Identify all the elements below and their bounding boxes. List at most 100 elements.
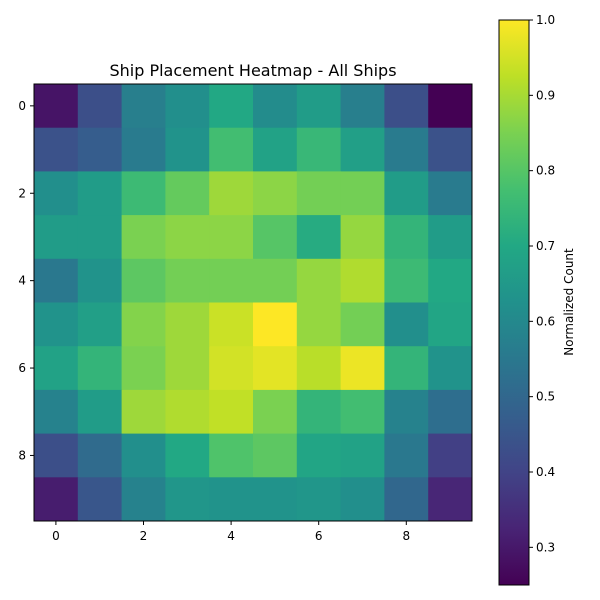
heatmap-cell <box>384 433 429 478</box>
heatmap-cell <box>253 171 298 216</box>
heatmap-cell <box>77 302 123 347</box>
heatmap-cells <box>34 84 473 522</box>
heatmap-cell <box>165 258 210 303</box>
heatmap-cell <box>77 84 123 129</box>
heatmap-cell <box>77 127 123 172</box>
heatmap-cell <box>428 433 473 478</box>
heatmap-cell <box>296 127 342 172</box>
heatmap-cell <box>77 346 123 391</box>
heatmap-cell <box>77 389 123 435</box>
heatmap-cell <box>340 84 385 129</box>
heatmap-cell <box>209 171 254 216</box>
heatmap-cell <box>165 389 210 435</box>
heatmap-cell <box>34 215 79 260</box>
heatmap-cell <box>209 302 254 347</box>
heatmap-cell <box>296 389 342 435</box>
heatmap-cell <box>209 215 254 260</box>
colorbar-tick-label: 0.4 <box>536 465 555 479</box>
y-axis: 0 2 4 6 8 <box>18 99 34 462</box>
x-axis: 0 2 4 6 8 <box>52 521 410 543</box>
heatmap-cell <box>340 302 385 347</box>
x-tick-label: 2 <box>140 529 148 543</box>
heatmap-cell <box>165 302 210 347</box>
heatmap-cell <box>77 171 123 216</box>
x-tick-label: 6 <box>315 529 323 543</box>
y-tick-label: 2 <box>18 186 26 200</box>
heatmap-cell <box>121 127 166 172</box>
heatmap-cell <box>121 84 166 129</box>
heatmap-cell <box>121 389 166 435</box>
heatmap-cell <box>209 258 254 303</box>
heatmap-cell <box>165 433 210 478</box>
heatmap-cell <box>428 127 473 172</box>
heatmap-cell <box>428 84 473 129</box>
heatmap-cell <box>384 346 429 391</box>
heatmap-cell <box>428 346 473 391</box>
heatmap-cell <box>209 477 254 522</box>
colorbar-ticks: 0.3 0.4 0.5 0.6 0.7 0.8 0.9 1.0 <box>529 13 555 554</box>
heatmap-cell <box>340 433 385 478</box>
heatmap-cell <box>428 302 473 347</box>
heatmap-cell <box>34 477 79 522</box>
heatmap-cell <box>165 215 210 260</box>
heatmap-cell <box>428 258 473 303</box>
heatmap-cell <box>121 258 166 303</box>
y-tick-label: 6 <box>18 361 26 375</box>
heatmap-cell <box>340 127 385 172</box>
colorbar-tick-label: 0.5 <box>536 390 555 404</box>
heatmap-cell <box>165 84 210 129</box>
heatmap-cell <box>165 171 210 216</box>
heatmap-cell <box>340 215 385 260</box>
heatmap-cell <box>296 302 342 347</box>
x-tick-label: 0 <box>52 529 60 543</box>
heatmap-cell <box>34 171 79 216</box>
colorbar-tick-label: 0.8 <box>536 164 555 178</box>
heatmap-cell <box>34 127 79 172</box>
chart-title: Ship Placement Heatmap - All Ships <box>109 61 396 80</box>
heatmap-cell <box>77 477 123 522</box>
heatmap-cell <box>34 389 79 435</box>
colorbar-tick-label: 1.0 <box>536 13 555 27</box>
heatmap-cell <box>77 215 123 260</box>
heatmap-cell <box>384 171 429 216</box>
colorbar <box>498 19 530 586</box>
heatmap-cell <box>165 346 210 391</box>
heatmap-cell <box>340 389 385 435</box>
heatmap-cell <box>428 215 473 260</box>
heatmap-cell <box>209 127 254 172</box>
heatmap-cell <box>384 477 429 522</box>
heatmap-cell <box>121 171 166 216</box>
colorbar-tick-label: 0.9 <box>536 88 555 102</box>
y-tick-label: 8 <box>18 448 26 462</box>
heatmap-cell <box>384 215 429 260</box>
heatmap-cell <box>121 302 166 347</box>
heatmap-cell <box>428 477 473 522</box>
heatmap-cell <box>384 389 429 435</box>
heatmap-cell <box>121 346 166 391</box>
heatmap-cell <box>296 477 342 522</box>
y-tick-label: 4 <box>18 274 26 288</box>
heatmap-cell <box>209 433 254 478</box>
heatmap-cell <box>253 302 298 347</box>
heatmap-cell <box>253 258 298 303</box>
y-tick-label: 0 <box>18 99 26 113</box>
heatmap-cell <box>384 302 429 347</box>
heatmap-cell <box>296 84 342 129</box>
heatmap-cell <box>34 258 79 303</box>
colorbar-tick-label: 0.6 <box>536 314 555 328</box>
heatmap-cell <box>209 346 254 391</box>
heatmap-cell <box>165 477 210 522</box>
x-tick-label: 4 <box>227 529 235 543</box>
heatmap-cell <box>253 346 298 391</box>
heatmap-cell <box>121 215 166 260</box>
heatmap-cell <box>253 389 298 435</box>
heatmap-cell <box>296 258 342 303</box>
heatmap-cell <box>340 258 385 303</box>
heatmap-cell <box>121 477 166 522</box>
heatmap-cell <box>209 84 254 129</box>
x-tick-label: 8 <box>402 529 410 543</box>
heatmap-cell <box>34 84 79 129</box>
heatmap-cell <box>253 127 298 172</box>
heatmap-cell <box>77 433 123 478</box>
